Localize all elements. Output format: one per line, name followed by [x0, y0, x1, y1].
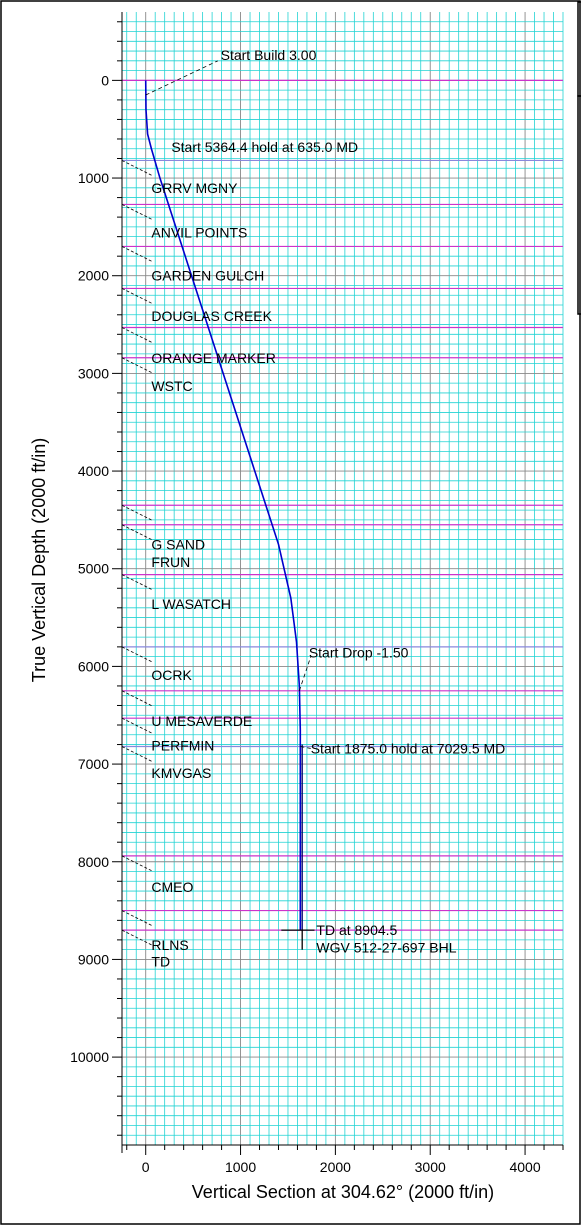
y-tick-label: 5000: [78, 561, 109, 577]
formation-label: GARDEN GULCH: [151, 268, 264, 284]
annotation-label: WGV 512-27-697 BHL: [316, 940, 456, 956]
formation-label: G SAND: [151, 536, 205, 552]
formation-leader: [121, 524, 153, 541]
formation-leader: [121, 327, 153, 343]
y-tick-label: 7000: [78, 756, 109, 772]
y-tick-label: 4000: [78, 463, 109, 479]
y-tick-label: 2000: [78, 268, 109, 284]
x-tick-label: 2000: [320, 1159, 351, 1175]
formation-leader: [121, 717, 153, 734]
annotation-leader: [145, 60, 218, 96]
formation-leader: [121, 690, 153, 707]
formation-label: ANVIL POINTS: [151, 225, 247, 241]
x-tick-label: 1000: [225, 1159, 256, 1175]
y-axis-label: True Vertical Depth (2000 ft/in): [29, 438, 49, 682]
x-tick-label: 0: [142, 1159, 150, 1175]
annotations: Start Build 3.00 Start 5364.4 hold at 635…: [145, 47, 506, 956]
x-tick-label: 4000: [509, 1159, 540, 1175]
formation-label: ORANGE MARKER: [151, 350, 275, 366]
formation-leader: [121, 204, 153, 220]
formation-label: PERFMIN: [151, 738, 214, 754]
grid: [122, 12, 564, 1145]
formation-label: RLNS: [151, 937, 188, 953]
series: [144, 80, 315, 950]
formation-label: FRUN: [151, 554, 190, 570]
formation-leader: [121, 160, 153, 176]
formation-leader: [121, 646, 153, 663]
y-tick-label: 1000: [78, 170, 109, 186]
formation-label: KMVGAS: [151, 765, 211, 781]
formation-leader: [121, 910, 153, 926]
formation-leader: [121, 746, 153, 762]
annotation-label: Start Drop -1.50: [309, 645, 409, 661]
y-tick-label: 9000: [78, 951, 109, 967]
formation-label: U MESAVERDE: [151, 713, 252, 729]
annotation-leader: [298, 656, 312, 691]
legend-box-fragment: [577, 1, 581, 97]
formation-label: CMEO: [151, 879, 193, 895]
legend-box-fragment-2: [577, 95, 581, 315]
formation-label: DOUGLAS CREEK: [151, 308, 272, 324]
y-tick-label: 8000: [78, 854, 109, 870]
x-tick-label: 3000: [415, 1159, 446, 1175]
formation-leader: [121, 357, 153, 374]
annotation-label: TD at 8904.5: [316, 922, 397, 938]
annotation-label: Start 1875.0 hold at 7029.5 MD: [311, 740, 506, 756]
formation-labels: GRRV MGNY ANVIL POINTS GARDEN GULCH DOUGLAS…: [121, 160, 276, 969]
x-axis-label: Vertical Section at 304.62° (2000 ft/in): [192, 1182, 494, 1202]
y-tick-label: 0: [101, 72, 109, 88]
annotation-label: Start Build 3.00: [221, 47, 317, 63]
y-tick-label: 6000: [78, 658, 109, 674]
formation-leader: [121, 855, 153, 872]
well-path-line: [144, 80, 302, 931]
formation-leader: [121, 929, 153, 946]
y-tick-label: 10000: [70, 1049, 109, 1065]
formation-label: L WASATCH: [151, 596, 231, 612]
annotation-label: Start 5364.4 hold at 635.0 MD: [171, 139, 358, 155]
formation-label: GRRV MGNY: [151, 180, 238, 196]
annotation-leader: [300, 746, 311, 749]
formation-label: TD: [151, 953, 170, 969]
formation-label: WSTC: [151, 378, 192, 394]
formation-label: OCRK: [151, 667, 192, 683]
formation-leader: [121, 246, 153, 262]
formation-leader: [121, 288, 153, 304]
formation-leader: [121, 504, 153, 521]
y-tick-label: 3000: [78, 365, 109, 381]
axes: 0 1000 2000 3000 4000 5000 6000 7000 8000 9000 100…: [70, 12, 564, 1175]
formation-leader: [121, 574, 153, 590]
